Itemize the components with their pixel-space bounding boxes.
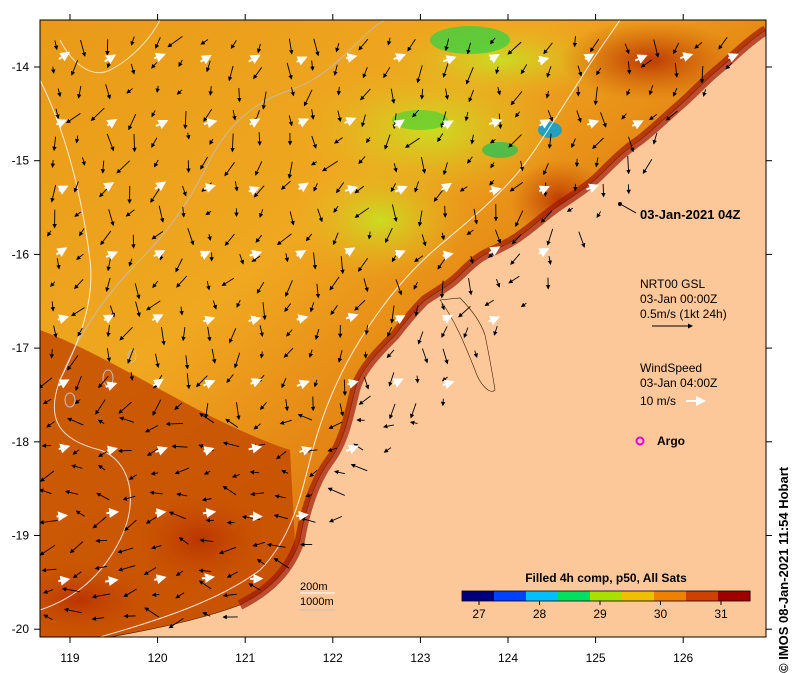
- depth-1000-label: 1000m: [300, 596, 334, 608]
- current-arrow: [119, 450, 132, 451]
- colorbar-tick-label: 29: [593, 607, 607, 621]
- current-arrow: [339, 87, 340, 95]
- colorbar-cell: [494, 591, 527, 601]
- lon-tick-label: 125: [586, 651, 606, 665]
- colorbar-tick-label: 31: [714, 607, 728, 621]
- gsl-time: 03-Jan 00:00Z: [640, 292, 717, 306]
- gsl-scale: 0.5m/s (1kt 24h): [640, 307, 727, 321]
- current-arrow: [134, 134, 135, 151]
- lat-tick-label: -19: [12, 529, 30, 543]
- colorbar-tick-label: 28: [533, 607, 547, 621]
- lon-tick-label: 120: [148, 651, 168, 665]
- colorbar-cell: [622, 591, 655, 601]
- lon-tick-label: 123: [410, 651, 430, 665]
- wind-arrow: [202, 577, 213, 578]
- wind-arrow: [296, 515, 306, 516]
- colorbar-tick-label: 27: [472, 607, 486, 621]
- colorbar: [462, 591, 751, 601]
- depth-200-label: 200m: [300, 581, 328, 593]
- lat-tick-label: -20: [12, 622, 30, 636]
- wind-arrow: [155, 512, 164, 513]
- colorbar-cell: [590, 591, 623, 601]
- timestamp-marker: [618, 202, 622, 206]
- timestamp-label: 03-Jan-2021 04Z: [640, 207, 741, 222]
- colorbar-cell: [654, 591, 687, 601]
- current-arrow: [167, 423, 183, 424]
- colorbar-title: Filled 4h comp, p50, All Sats: [525, 571, 687, 585]
- wind-title: WindSpeed: [640, 361, 702, 375]
- lat-tick-label: -15: [12, 154, 30, 168]
- colorbar-cell: [718, 591, 751, 601]
- wind-arrow: [57, 515, 66, 516]
- colorbar-tick-label: 30: [654, 607, 668, 621]
- wind-time: 03-Jan 04:00Z: [640, 376, 717, 390]
- wind-scale: 10 m/s: [640, 394, 676, 408]
- gsl-title: NRT00 GSL: [640, 277, 705, 291]
- lon-tick-label: 124: [498, 651, 518, 665]
- credit-label: © IMOS 08-Jan-2021 11:54 Hobart: [776, 405, 791, 673]
- lon-tick-label: 121: [235, 651, 255, 665]
- lat-tick-label: -16: [12, 247, 30, 261]
- current-arrow: [445, 206, 446, 217]
- lon-tick-label: 122: [323, 651, 343, 665]
- colorbar-cell: [558, 591, 591, 601]
- lon-tick-label: 126: [673, 651, 693, 665]
- wind-arrow: [106, 512, 117, 513]
- current-arrow: [417, 376, 418, 383]
- colorbar-cell: [462, 591, 495, 601]
- colorbar-cell: [526, 591, 559, 601]
- lat-tick-label: -14: [12, 60, 30, 74]
- lat-tick-label: -17: [12, 341, 30, 355]
- colorbar-cell: [686, 591, 719, 601]
- argo-label: Argo: [657, 434, 685, 448]
- lon-tick-label: 119: [60, 651, 79, 665]
- lat-tick-label: -18: [12, 435, 30, 449]
